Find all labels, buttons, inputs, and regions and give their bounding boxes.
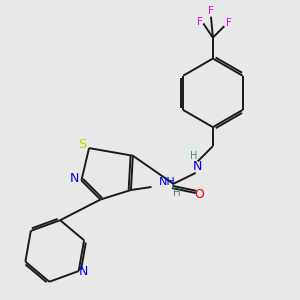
Text: N: N (193, 160, 202, 173)
Text: S: S (78, 138, 86, 151)
Text: N: N (79, 265, 88, 278)
Text: F: F (208, 6, 214, 16)
Text: NH: NH (158, 177, 175, 187)
Text: H: H (190, 151, 197, 161)
Text: O: O (195, 188, 205, 202)
Text: F: F (196, 16, 202, 27)
Text: F: F (226, 18, 231, 28)
Text: H: H (173, 188, 181, 198)
Text: N: N (70, 172, 79, 185)
